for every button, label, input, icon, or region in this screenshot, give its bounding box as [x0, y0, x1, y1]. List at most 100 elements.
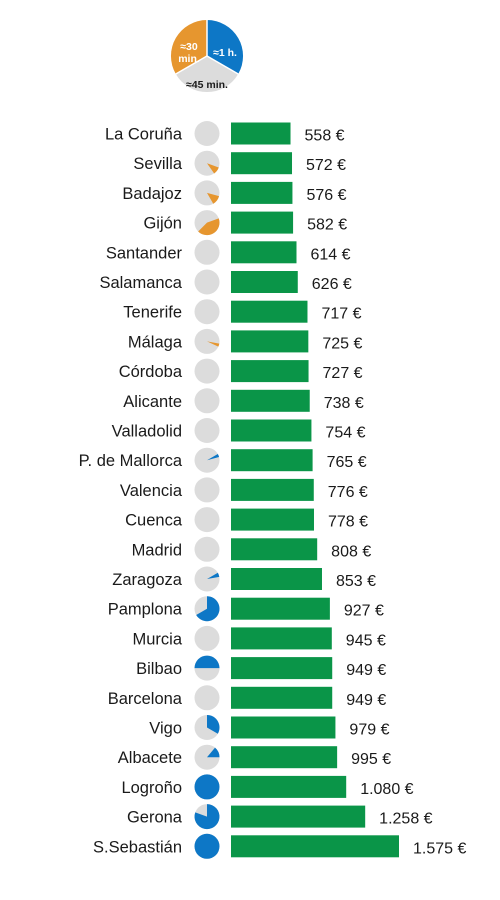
city-label: Badajoz — [122, 185, 182, 203]
duration-pie-slice — [194, 655, 220, 669]
price-bar — [231, 330, 309, 353]
price-value-label: 614 € — [310, 246, 350, 263]
city-label: Madrid — [132, 541, 182, 559]
city-label: Valladolid — [112, 423, 182, 441]
duration-pie-slice — [207, 163, 219, 174]
city-label: Sevilla — [133, 155, 182, 173]
price-bar — [231, 597, 330, 620]
duration-pie-slice — [194, 804, 220, 830]
price-bar — [231, 686, 333, 709]
price-bar — [231, 657, 333, 680]
price-bar — [231, 746, 338, 769]
duration-pie-base — [194, 388, 220, 414]
duration-pie-base — [194, 685, 220, 711]
price-value-label: 1.258 € — [379, 811, 432, 828]
chart-row: Gerona 1.258 € — [127, 804, 433, 830]
city-label: Tenerife — [123, 304, 182, 322]
duration-pie-base — [194, 269, 220, 295]
price-bar — [231, 775, 347, 798]
legend-label-30min-line2: min. — [178, 53, 200, 65]
chart-row: La Coruña 558 € — [105, 121, 345, 146]
chart-row: Alicante 738 € — [123, 388, 364, 414]
duration-pie-base — [194, 625, 220, 651]
chart-row: Murcia 945 € — [132, 625, 386, 651]
chart-row: Gijón 582 € — [143, 210, 347, 236]
duration-pie-slice — [196, 596, 220, 622]
duration-pie-base — [194, 358, 220, 384]
price-value-label: 995 € — [351, 751, 391, 768]
chart-row: Barcelona 949 € — [108, 685, 386, 711]
duration-pie-base — [194, 299, 220, 325]
price-value-label: 1.575 € — [413, 840, 466, 857]
duration-pie-slice — [198, 218, 220, 236]
city-label: Albacete — [118, 749, 182, 767]
price-value-label: 576 € — [306, 187, 346, 204]
city-label: Córdoba — [119, 363, 183, 381]
price-bar — [231, 152, 293, 175]
price-bar — [231, 538, 318, 561]
city-label: Alicante — [123, 393, 182, 411]
city-label: Zaragoza — [112, 571, 183, 589]
price-bar — [231, 389, 310, 412]
city-label: Santander — [106, 244, 183, 262]
price-value-label: 979 € — [349, 722, 389, 739]
price-value-label: 727 € — [323, 365, 363, 382]
price-bar — [231, 449, 313, 472]
duration-legend: ≈1 h. ≈45 min. ≈30 min. — [170, 19, 244, 93]
price-bar — [231, 835, 399, 858]
price-value-label: 776 € — [328, 484, 368, 501]
price-value-label: 626 € — [312, 276, 352, 293]
chart-row: Bilbao 949 € — [136, 655, 386, 681]
duration-pie-slice — [207, 341, 220, 347]
price-value-label: 558 € — [305, 128, 345, 145]
duration-pie-base — [194, 536, 220, 562]
price-value-label: 945 € — [346, 632, 386, 649]
price-bar — [231, 568, 322, 590]
city-label: Málaga — [128, 333, 183, 351]
legend-label-1h: ≈1 h. — [213, 47, 237, 59]
city-label: S.Sebastián — [93, 838, 182, 856]
city-label: Gerona — [127, 809, 183, 827]
price-bar — [231, 271, 298, 293]
duration-pie-slice — [207, 572, 220, 579]
duration-pie-slice — [207, 715, 220, 734]
legend-label-45min: ≈45 min. — [186, 79, 228, 91]
price-value-label: 853 € — [336, 573, 376, 590]
city-label: Salamanca — [99, 274, 182, 292]
chart-row: Málaga 725 € — [128, 328, 362, 354]
price-value-label: 778 € — [328, 514, 368, 531]
duration-pie-slice — [194, 774, 220, 800]
city-label: Gijón — [143, 215, 182, 233]
price-bar — [231, 181, 293, 204]
chart-row: P. de Mallorca 765 € — [79, 447, 367, 473]
legend-label-30min-line1: ≈30 — [180, 41, 198, 53]
chart-row: Valladolid 754 € — [112, 418, 366, 443]
duration-pie-base — [194, 121, 220, 146]
chart-row: Cuenca 778 € — [125, 507, 368, 533]
chart-row: Vigo 979 € — [149, 715, 390, 740]
chart-row: Valencia 776 € — [120, 477, 368, 503]
duration-pie-base — [194, 418, 220, 443]
duration-pie-slice — [194, 833, 220, 859]
price-value-label: 1.080 € — [360, 781, 413, 798]
price-bar — [231, 716, 336, 739]
duration-pie-slice — [207, 747, 220, 758]
price-value-label: 725 € — [322, 335, 362, 352]
duration-pie-base — [194, 507, 220, 533]
chart-row: Salamanca 626 € — [99, 269, 352, 295]
duration-pie-slice — [207, 192, 220, 204]
duration-pie-base — [194, 477, 220, 503]
chart-row: Logroño 1.080 € — [121, 774, 414, 800]
price-bar — [231, 241, 297, 264]
city-label: Bilbao — [136, 660, 182, 678]
price-bar — [231, 478, 314, 501]
price-bar — [231, 805, 366, 828]
price-value-label: 717 € — [321, 306, 361, 323]
price-value-label: 765 € — [327, 454, 367, 471]
city-label: Vigo — [149, 720, 182, 738]
price-bar — [231, 300, 308, 323]
city-label: Barcelona — [108, 690, 183, 708]
chart-row: Córdoba 727 € — [119, 358, 363, 384]
price-bar — [231, 360, 309, 383]
